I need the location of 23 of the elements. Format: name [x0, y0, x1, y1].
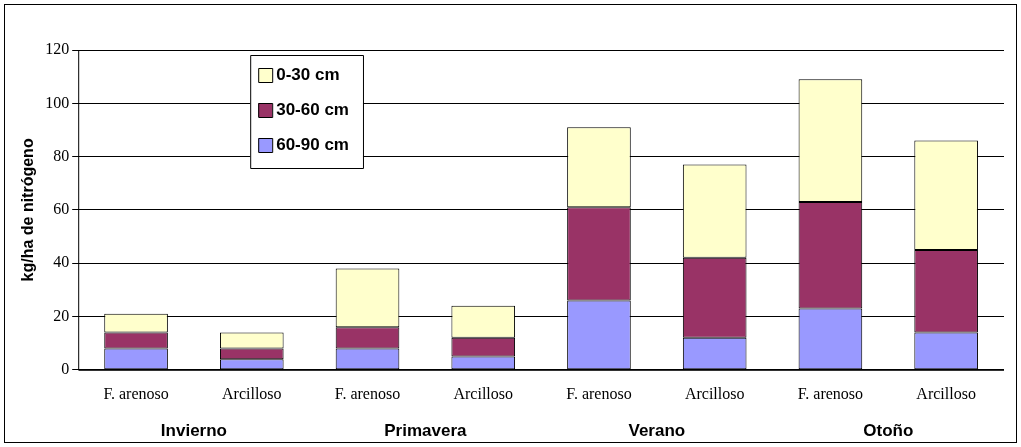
y-tick-label: 100: [45, 93, 70, 111]
text: Invierno: [160, 421, 227, 441]
x-tick-label: F. arenoso: [797, 384, 864, 402]
legend-label: 60-90 cm: [276, 134, 349, 154]
x-tick-label: Arcilloso: [453, 384, 514, 402]
x-tick-label: F. arenoso: [103, 384, 169, 402]
y-axis-title: kg/ha de nitrógeno: [19, 138, 37, 282]
legend-label: 0-30 cm: [276, 64, 340, 84]
y-tick-label: 60: [53, 200, 70, 218]
legend-label: 30-60 cm: [276, 99, 349, 119]
x-tick-label: Arcilloso: [684, 384, 745, 402]
text: Otoño: [863, 421, 914, 441]
y-tick-label: 20: [53, 306, 70, 324]
y-tick-label: 120: [45, 40, 70, 58]
x-tick-label: F. arenoso: [566, 384, 632, 402]
y-tick-label: 80: [53, 146, 70, 164]
text: Primavera: [384, 421, 468, 441]
text: Verano: [628, 421, 686, 441]
x-tick-label: Arcilloso: [916, 384, 976, 402]
y-tick-label: 40: [53, 253, 70, 271]
x-tick-label: F. arenoso: [334, 384, 401, 402]
x-tick-label: Arcilloso: [222, 384, 282, 402]
y-tick-label: 0: [61, 360, 70, 377]
